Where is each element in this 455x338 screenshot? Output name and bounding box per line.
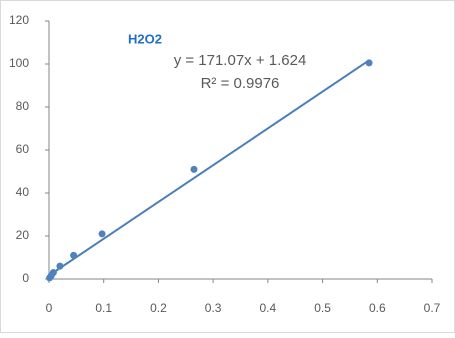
x-tick-label: 0: [46, 301, 53, 315]
x-tick-label: 0.5: [314, 301, 331, 315]
point: [56, 262, 64, 270]
chart-title: H2O2: [128, 31, 162, 46]
y-tick-label: 100: [9, 56, 29, 70]
y-tick-label: 120: [9, 13, 29, 27]
trend-r-squared: R² = 0.9976: [201, 75, 280, 92]
x-tick-label: 0.2: [150, 301, 167, 315]
y-tick-label: 0: [22, 271, 29, 285]
point: [49, 269, 57, 277]
trendline: [48, 59, 370, 276]
x-tick-label: 0.7: [424, 301, 441, 315]
y-tick-label: 20: [16, 228, 30, 242]
y-tick-label: 40: [16, 185, 30, 199]
point: [70, 251, 78, 259]
y-tick-label: 80: [16, 99, 30, 113]
point: [365, 59, 373, 67]
y-tick-label: 60: [16, 142, 30, 156]
x-tick-label: 0.1: [95, 301, 112, 315]
point: [190, 165, 198, 173]
point: [98, 230, 106, 238]
x-tick-label: 0.4: [260, 301, 277, 315]
x-tick-label: 0.6: [369, 301, 386, 315]
trend-equation: y = 171.07x + 1.624: [174, 52, 307, 69]
x-tick-label: 0.3: [205, 301, 222, 315]
